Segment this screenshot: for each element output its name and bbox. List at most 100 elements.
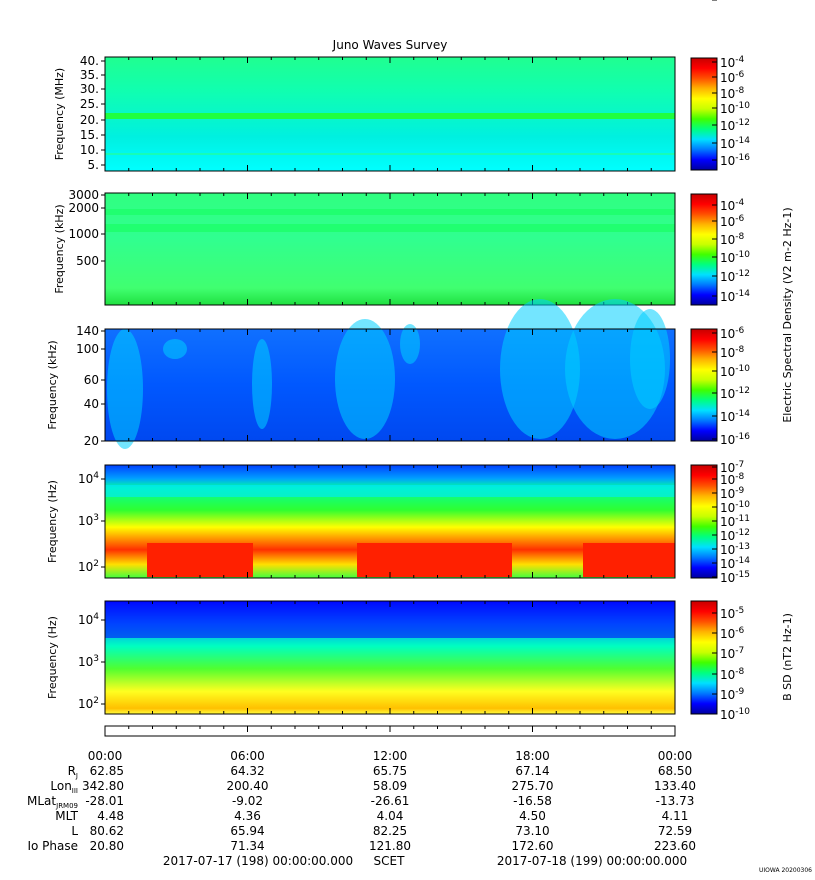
y-tick-label: 103 [78, 513, 99, 528]
colorbar-tick-label: 10-13 [720, 542, 750, 557]
watermark: UIOWA 20200306 [759, 867, 812, 874]
time-tick-label: 18:00 [515, 749, 550, 763]
colorbar-tick-label: 10-14 [720, 136, 750, 151]
ephemeris-value: 133.40 [654, 779, 696, 793]
panel-hf-mhz: 40.35.30.25. 20.15.10.5. Frequency (MHz) 10… [53, 54, 750, 172]
colorbar-tick-label: 10-15 [720, 570, 750, 585]
y-tick-label: 30. [80, 82, 99, 96]
y-tick-label: 102 [78, 559, 99, 574]
y-tick-label: 2000 [68, 201, 99, 215]
colorbar-tick-label: 10-7 [720, 460, 744, 475]
ephemeris-value: -9.02 [232, 794, 263, 808]
colorbar-tick-label: 10-9 [720, 486, 745, 501]
ephemeris-value: 62.85 [90, 764, 124, 778]
colorbar-tick-label: 10-12 [720, 528, 750, 543]
y-tick-label: 1000 [68, 227, 99, 241]
colorbar-tick-label: 10-6 [720, 326, 745, 341]
emission-band [105, 209, 675, 215]
colorbar-tick-label: 10-12 [720, 118, 750, 133]
colorbar-tick-label: 10-14 [720, 556, 750, 571]
emission-patch [500, 299, 580, 439]
colorbar-tick-label: 10-7 [720, 646, 744, 661]
ephemeris-value: 68.50 [658, 764, 692, 778]
ephemeris-label: MLT [55, 809, 78, 823]
colorbar-tick-label: 10-9 [720, 687, 745, 702]
y-tick-label: 140 [76, 324, 99, 338]
colorbar-tick-label: 10-5 [720, 606, 744, 621]
colorbar-tick-label: 10-16 [720, 432, 750, 447]
y-tick-label: 5. [88, 158, 99, 172]
time-axis: 00:00 06:00 12:00 18:00 00:00 [88, 725, 693, 763]
y-tick-label: 20 [84, 434, 99, 448]
colorbar-tick-label: 10-8 [720, 667, 745, 682]
y-tick-label: 103 [78, 654, 99, 669]
emission-band [105, 485, 675, 497]
y-tick-label: 104 [78, 612, 99, 627]
ephemeris-value: 80.62 [90, 824, 124, 838]
ephemeris-value: 4.04 [377, 809, 404, 823]
time-tick-label: 00:00 [88, 749, 123, 763]
ephemeris-value: 71.34 [230, 839, 264, 853]
colorbar-tick-label: 10-10 [720, 500, 750, 515]
y-tick-label: 10. [80, 143, 99, 157]
colorbar-tick-label: 10-12 [720, 386, 750, 401]
y-tick-label: 15. [80, 128, 99, 142]
emission-patch [107, 329, 143, 449]
panel-lfr-khz-low: 140 100 60 40 20 Frequency (kHz) 10-6 10-8 10-10… [46, 299, 750, 449]
panels: 40.35.30.25. 20.15.10.5. Frequency (MHz) 10… [46, 0, 794, 722]
colorbar [690, 193, 718, 306]
colorbar-tick-label: 10-10 [720, 707, 750, 722]
y-tick-label: 25. [80, 97, 99, 111]
ephemeris-value: 342.80 [82, 779, 124, 793]
y-tick-label: 500 [76, 254, 99, 268]
y-tick-label: 104 [78, 471, 99, 486]
ephemeris-value: 4.36 [234, 809, 261, 823]
colorbar-tick-label: 10-11 [720, 0, 750, 3]
scet-end-label: 2017-07-18 (199) 00:00:00.000 [497, 854, 687, 868]
y-axis-label: Frequency (kHz) [46, 340, 59, 429]
y-tick-label: 40 [84, 397, 99, 411]
ephemeris-value: 200.40 [227, 779, 269, 793]
colorbar-tick-label: 10-14 [720, 409, 750, 424]
y-axis-label: Frequency (kHz) [53, 204, 66, 293]
ephemeris-value: 58.09 [373, 779, 407, 793]
ephemeris-value: 121.80 [369, 839, 411, 853]
colorbar-tick-label: 10-10 [720, 364, 750, 379]
colorbar-tick-label: 10-4 [720, 198, 745, 213]
colorbar-tick-label: 10-8 [720, 86, 745, 101]
y-tick-label: 35. [80, 68, 99, 82]
colorbar-tick-label: 10-11 [720, 514, 750, 529]
y-tick-label: 60 [84, 373, 99, 387]
y-tick-label: 40. [80, 54, 99, 68]
ephemeris-value: 4.50 [519, 809, 546, 823]
emission-band [147, 543, 253, 577]
ephemeris-value: 64.32 [230, 764, 264, 778]
scet-start-label: 2017-07-17 (198) 00:00:00.000 [163, 854, 353, 868]
emission-patch [252, 339, 272, 429]
ephemeris-value: 275.70 [512, 779, 554, 793]
ephemeris-value: 172.60 [512, 839, 554, 853]
emission-patch [630, 309, 670, 409]
emission-patch [163, 339, 187, 359]
colorbar [690, 328, 718, 442]
ephemeris-value: 67.14 [515, 764, 549, 778]
y-axis-label: Frequency (Hz) [46, 616, 59, 699]
panel-e-hz: 104 103 102 Frequency (Hz) 10-710-810-910-10… [46, 460, 750, 585]
colorbar-tick-label: 10-4 [720, 55, 745, 70]
emission-patch [400, 324, 420, 364]
ephemeris-value: 65.94 [230, 824, 264, 838]
emission-band [105, 153, 675, 155]
time-tick-label: 12:00 [373, 749, 408, 763]
emission-band [105, 603, 675, 638]
y-axis-label: Frequency (MHz) [53, 68, 66, 160]
time-tick-label: 00:00 [658, 749, 693, 763]
time-tick-label: 06:00 [230, 749, 265, 763]
colorbar-tick-label: 10-10 [720, 101, 750, 116]
emission-band [105, 113, 675, 119]
colorbar-label-b: B SD (nT2 Hz-1) [781, 613, 794, 701]
chart-title: Juno Waves Survey [332, 38, 448, 52]
colorbar-tick-label: 10-6 [720, 626, 745, 641]
